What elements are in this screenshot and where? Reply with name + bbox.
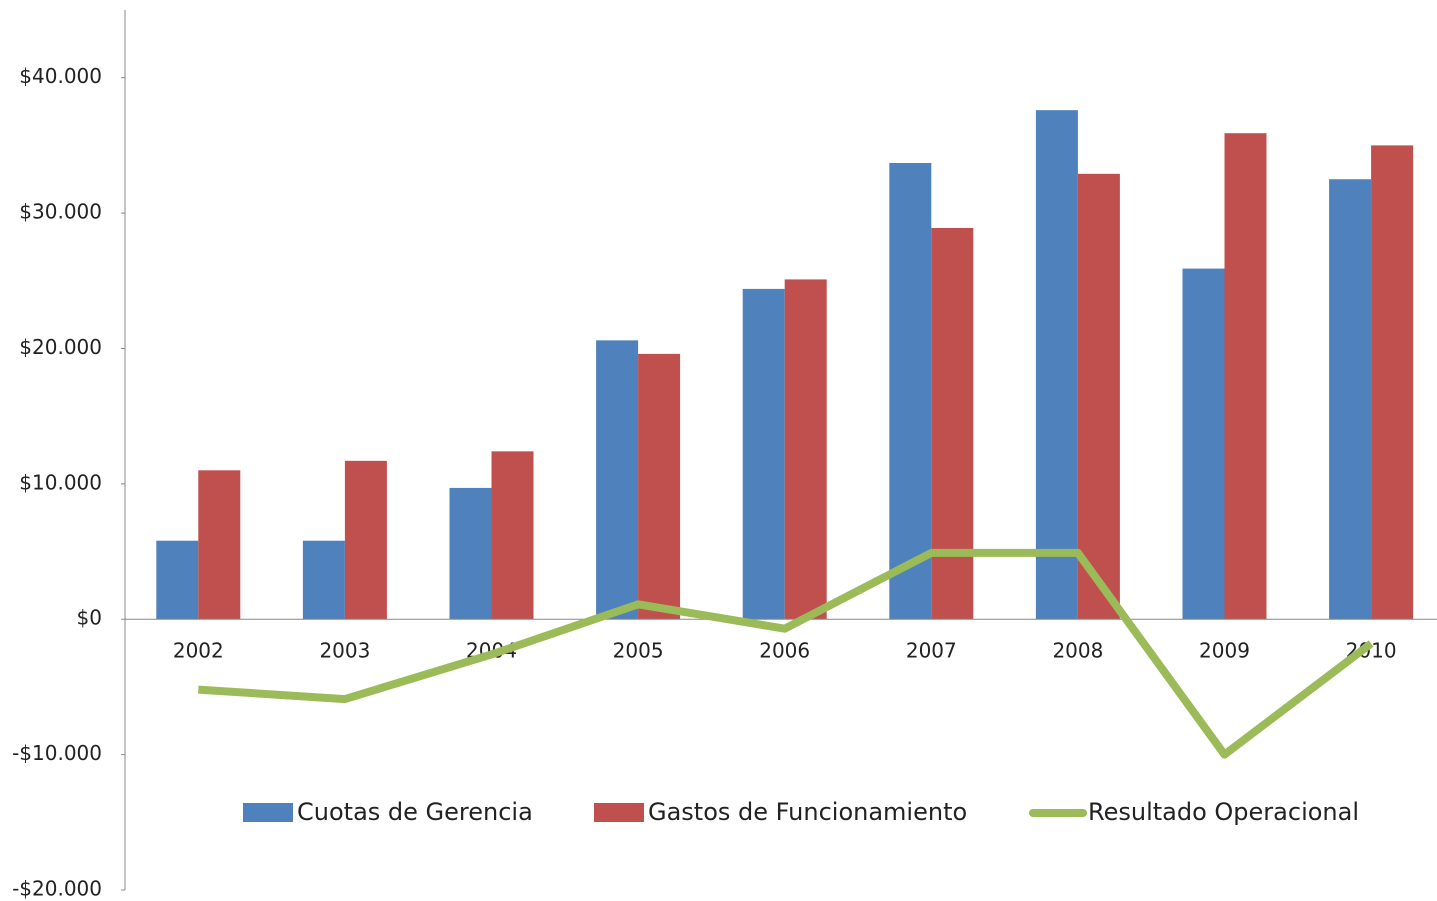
y-tick-label: $20.000 [19, 335, 102, 359]
y-tick-label: $0 [77, 606, 102, 630]
x-tick-label: 2009 [1199, 639, 1250, 663]
x-tick-label: 2007 [906, 639, 957, 663]
y-tick-label: -$20.000 [12, 877, 102, 901]
x-tick-label: 2005 [613, 639, 664, 663]
legend: Cuotas de Gerencia Gastos de Funcionamie… [243, 798, 1359, 826]
bar [784, 279, 827, 620]
x-tick-label: 2003 [319, 639, 370, 663]
legend-label: Cuotas de Gerencia [297, 798, 533, 826]
bar [491, 451, 534, 620]
bar [1182, 268, 1225, 620]
bar [449, 487, 492, 620]
bar [889, 162, 932, 620]
bar [1224, 133, 1267, 620]
legend-label: Resultado Operacional [1088, 798, 1359, 826]
line-series [198, 548, 1374, 759]
bar [596, 340, 639, 620]
bar [156, 540, 199, 620]
bar [198, 470, 241, 620]
y-tick-label: -$10.000 [12, 741, 102, 765]
y-tick-label: $10.000 [19, 470, 102, 494]
bar [1077, 173, 1120, 620]
bar [931, 227, 974, 620]
bar [1371, 145, 1414, 620]
y-tick-label: $30.000 [19, 200, 102, 224]
bar [302, 540, 345, 620]
x-tick-label: 2006 [759, 639, 810, 663]
bar [344, 460, 387, 620]
legend-label: Gastos de Funcionamiento [648, 798, 967, 826]
legend-swatch [243, 803, 293, 822]
bar [1035, 110, 1078, 620]
x-tick-label: 2002 [173, 639, 224, 663]
legend-swatch [594, 803, 644, 822]
bar [742, 288, 785, 620]
y-tick-label: $40.000 [19, 64, 102, 88]
x-tick-label: 2008 [1052, 639, 1103, 663]
bar [1329, 179, 1372, 620]
bar [638, 353, 681, 620]
